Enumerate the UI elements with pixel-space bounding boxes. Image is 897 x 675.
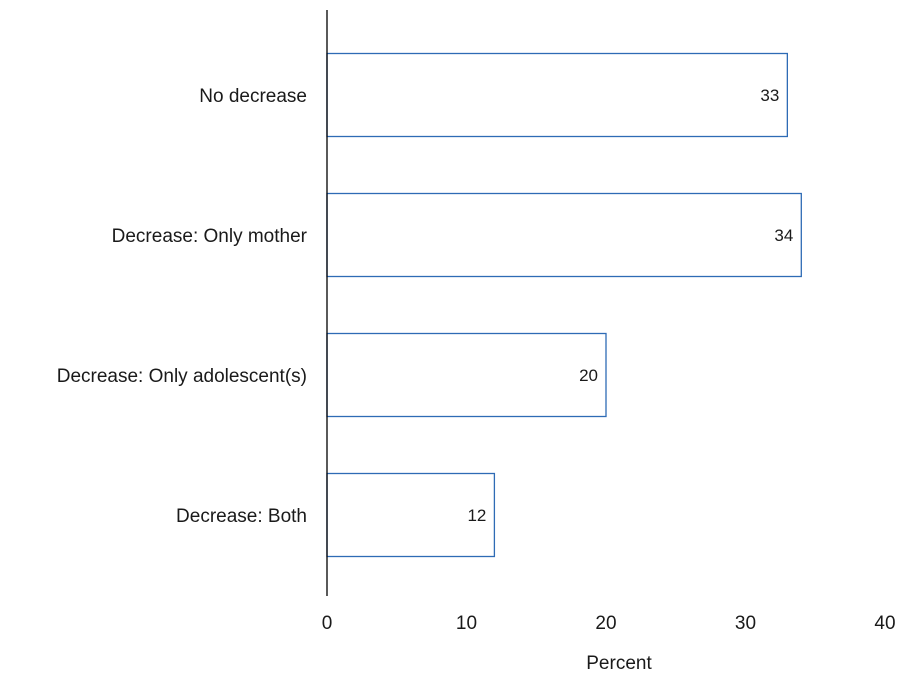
bar-1 (326, 192, 802, 278)
x-tick-label-4: 40 (874, 613, 895, 634)
x-tick-label-1: 10 (456, 613, 477, 634)
data-label-0: 33 (760, 86, 779, 105)
bar-3 (326, 472, 496, 558)
data-label-1: 34 (774, 226, 793, 245)
x-tick-label-2: 20 (595, 613, 616, 634)
category-labels: No decrease Decrease: Only mother Decrease… (57, 86, 308, 527)
data-label-2: 20 (579, 366, 598, 385)
category-label-0: No decrease (199, 86, 307, 107)
axes (326, 10, 328, 596)
data-label-3: 12 (467, 506, 486, 525)
x-axis-title: Percent (586, 653, 652, 674)
category-label-2: Decrease: Only adolescent(s) (57, 366, 307, 387)
x-tick-label-3: 30 (735, 613, 756, 634)
bar-2 (326, 332, 607, 418)
category-label-3: Decrease: Both (176, 506, 307, 527)
x-axis-ticks: 0 10 20 30 40 (322, 613, 896, 634)
bars-layer: 33 34 20 12 (326, 52, 802, 558)
bar-0 (326, 52, 789, 138)
x-tick-label-0: 0 (322, 613, 333, 634)
category-label-1: Decrease: Only mother (112, 226, 308, 247)
